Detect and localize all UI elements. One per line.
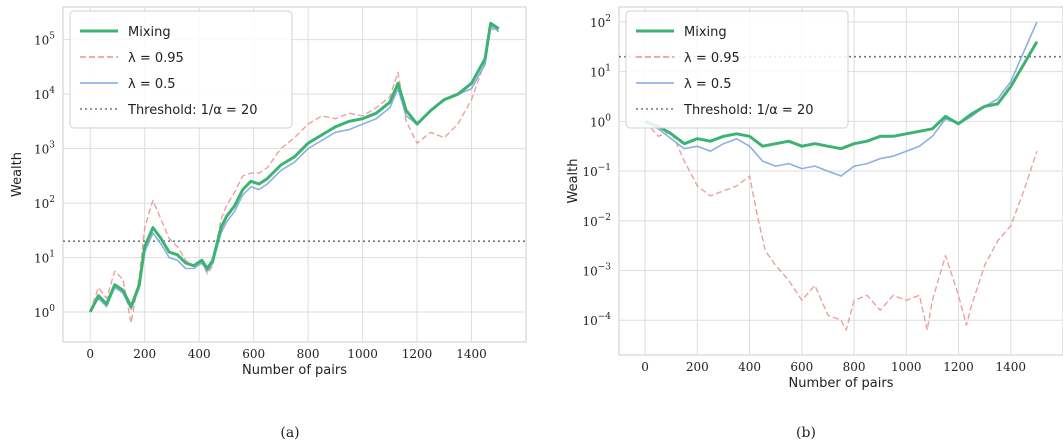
- legend-entry: λ = 0.95: [128, 51, 184, 66]
- legend-entry: Mixing: [128, 25, 171, 40]
- y-tick-label: 100: [590, 113, 611, 129]
- series-line: [644, 120, 1038, 331]
- panel-caption: (a): [280, 425, 299, 441]
- legend-entry: Threshold: 1/α = 20: [127, 103, 258, 118]
- x-tick-label: 1400: [456, 347, 487, 361]
- y-tick-label: 102: [34, 195, 55, 211]
- y-tick-label: 105: [34, 32, 55, 48]
- x-tick-label: 200: [686, 360, 709, 374]
- y-tick-label: 10−2: [582, 213, 611, 229]
- x-tick-label: 1000: [891, 360, 922, 374]
- legend-entry: λ = 0.5: [684, 77, 732, 92]
- y-tick-label: 101: [34, 250, 55, 266]
- y-axis-label: Wealth: [566, 158, 581, 203]
- series-line: [644, 41, 1039, 151]
- y-tick-label: 10−4: [582, 312, 611, 328]
- x-axis-label: Number of pairs: [789, 376, 894, 391]
- x-tick-label: 400: [188, 347, 211, 361]
- x-tick-label: 1000: [347, 347, 378, 361]
- y-tick-label: 10−3: [582, 262, 611, 278]
- x-tick-label: 800: [297, 347, 320, 361]
- y-tick-label: 103: [34, 141, 55, 157]
- x-tick-label: 600: [790, 360, 813, 374]
- x-tick-label: 800: [843, 360, 866, 374]
- x-tick-label: 400: [738, 360, 761, 374]
- legend-entry: Threshold: 1/α = 20: [683, 103, 814, 118]
- y-tick-label: 10−1: [582, 163, 611, 179]
- x-tick-label: 1200: [943, 360, 974, 374]
- x-tick-label: 0: [641, 360, 649, 374]
- x-tick-label: 1200: [402, 347, 433, 361]
- y-tick-label: 100: [34, 304, 55, 320]
- x-tick-label: 600: [242, 347, 265, 361]
- chart-panel-a: 0 200 400 600 800 1000 1200 1400 100 101 102 103 104…: [10, 6, 527, 441]
- x-axis-label: Number of pairs: [242, 363, 347, 378]
- legend: Mixing λ = 0.95 λ = 0.5 Threshold: 1/α = 20: [69, 10, 293, 129]
- y-axis-label: Wealth: [10, 152, 25, 197]
- legend-entry: λ = 0.95: [684, 51, 740, 66]
- legend-box: [625, 10, 849, 129]
- x-tick-label: 0: [86, 347, 94, 361]
- x-tick-label: 200: [133, 347, 156, 361]
- series-line: [89, 28, 500, 324]
- chart-panel-b: 0 200 400 600 800 1000 1200 1400 10−4 10−3 10−2 10−…: [566, 6, 1063, 441]
- legend-box: [69, 10, 293, 129]
- legend: Mixing λ = 0.95 λ = 0.5 Threshold: 1/α = 20: [625, 10, 849, 129]
- series-line: [88, 21, 500, 313]
- legend-entry: λ = 0.5: [128, 77, 176, 92]
- panel-caption: (b): [796, 425, 816, 441]
- y-tick-label: 104: [34, 86, 55, 102]
- legend-entry: Mixing: [684, 25, 727, 40]
- series-line: [644, 21, 1038, 177]
- y-tick-label: 102: [590, 14, 611, 30]
- y-tick-label: 101: [590, 64, 611, 80]
- x-tick-label: 1400: [995, 360, 1026, 374]
